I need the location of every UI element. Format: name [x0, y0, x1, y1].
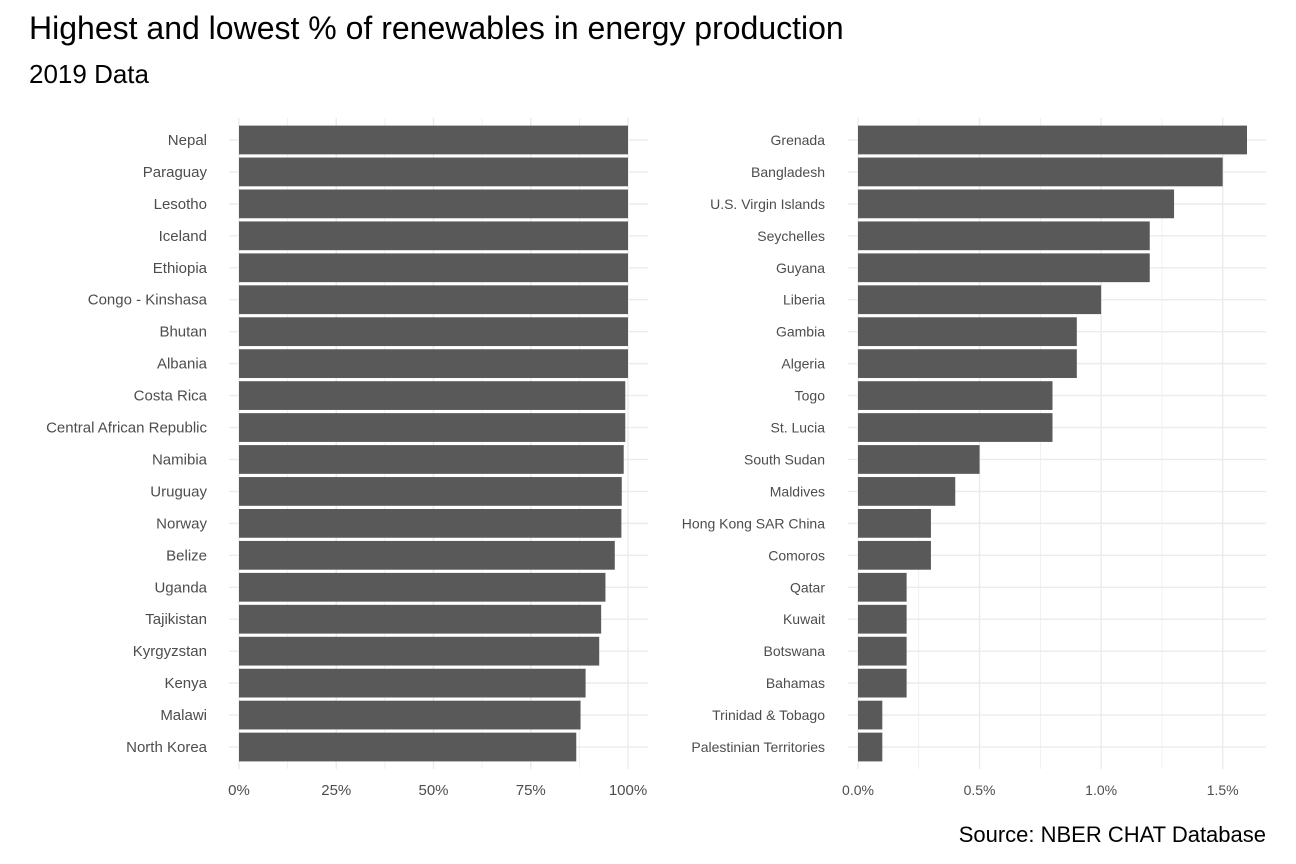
bar-high-3	[239, 189, 628, 219]
x-tick-label: 1.0%	[1085, 782, 1117, 798]
category-label: Kyrgyzstan	[133, 643, 207, 660]
bar-high-10	[239, 413, 626, 442]
bar-high-19	[239, 700, 581, 730]
bar-high-13	[239, 508, 622, 538]
category-label: Hong Kong SAR China	[682, 515, 825, 531]
category-label: Iceland	[159, 228, 207, 245]
category-label: Namibia	[152, 451, 208, 468]
bar-low-3	[858, 189, 1175, 219]
bar-high-1	[239, 125, 628, 155]
x-tick-label: 1.5%	[1207, 782, 1239, 798]
bar-high-14	[239, 540, 615, 570]
x-tick-label: 50%	[418, 782, 448, 799]
bar-high-16	[239, 604, 602, 634]
bar-low-13	[858, 508, 931, 538]
category-label: Central African Republic	[46, 420, 207, 437]
category-label: Costa Rica	[134, 388, 208, 405]
bar-high-20	[239, 732, 577, 762]
category-label: Lesotho	[154, 196, 207, 213]
bar-high-8	[239, 349, 628, 379]
highest-renewables-panel: Nepal Paraguay Lesotho Iceland Ethiopia Congo…	[46, 118, 648, 799]
bar-low-12	[858, 477, 956, 506]
category-label: Botswana	[764, 643, 826, 659]
bar-low-17	[858, 636, 907, 666]
category-label: Belize	[166, 547, 207, 564]
bar-low-16	[858, 604, 907, 634]
bar-low-6	[858, 285, 1102, 315]
bar-high-12	[239, 477, 622, 506]
bar-low-15	[858, 572, 907, 602]
category-label: Bangladesh	[751, 164, 825, 180]
bar-low-2	[858, 157, 1223, 187]
chart-caption: Source: NBER CHAT Database	[958, 822, 1266, 847]
category-label: Palestinian Territories	[691, 739, 825, 755]
bar-low-9	[858, 381, 1053, 410]
category-label: South Sudan	[744, 451, 825, 467]
category-label: Maldives	[770, 483, 825, 499]
category-label: Qatar	[790, 579, 825, 595]
category-label: Kuwait	[783, 611, 825, 627]
x-tick-label: 0.0%	[842, 782, 874, 798]
bar-low-8	[858, 349, 1077, 379]
category-label: Norway	[156, 515, 207, 532]
x-tick-label: 0%	[228, 782, 250, 799]
bar-low-11	[858, 445, 980, 474]
bar-high-6	[239, 285, 628, 315]
chart-title: Highest and lowest % of renewables in en…	[29, 10, 844, 46]
bar-high-5	[239, 253, 628, 283]
x-tick-label: 0.5%	[964, 782, 996, 798]
bar-high-15	[239, 572, 606, 602]
bar-low-20	[858, 732, 883, 762]
category-label: Gambia	[776, 324, 825, 340]
bar-high-9	[239, 381, 626, 410]
category-label: Tajikistan	[145, 611, 207, 628]
bar-low-1	[858, 125, 1247, 155]
category-label: Seychelles	[757, 228, 825, 244]
category-label: Comoros	[768, 547, 825, 563]
category-label: Liberia	[783, 292, 825, 308]
bar-low-14	[858, 540, 931, 570]
x-tick-label: 25%	[321, 782, 351, 799]
category-label: Grenada	[771, 132, 826, 148]
bar-high-17	[239, 636, 600, 666]
category-label: Malawi	[160, 707, 207, 724]
category-label: North Korea	[126, 739, 208, 756]
bar-low-5	[858, 253, 1150, 283]
category-label: Guyana	[776, 260, 825, 276]
chart-subtitle: 2019 Data	[29, 59, 149, 89]
bar-high-11	[239, 445, 624, 474]
bar-low-19	[858, 700, 883, 730]
category-label: Uruguay	[150, 483, 207, 500]
category-label: Nepal	[168, 132, 207, 149]
bar-low-7	[858, 317, 1077, 347]
category-label: Trinidad & Tobago	[712, 707, 825, 723]
bar-high-2	[239, 157, 628, 187]
category-label: Paraguay	[143, 164, 208, 181]
category-label: Congo - Kinshasa	[88, 292, 208, 309]
bar-high-7	[239, 317, 628, 347]
bar-low-4	[858, 221, 1150, 251]
category-label: St. Lucia	[771, 420, 826, 436]
bar-low-18	[858, 668, 907, 698]
bar-high-18	[239, 668, 586, 698]
category-label: Bhutan	[159, 324, 207, 341]
x-tick-label: 75%	[516, 782, 546, 799]
category-label: Ethiopia	[153, 260, 208, 277]
category-label: Bahamas	[766, 675, 825, 691]
lowest-renewables-panel: Grenada Bangladesh U.S. Virgin Islands Seyc…	[682, 118, 1266, 798]
category-label: Togo	[795, 388, 826, 404]
category-label: U.S. Virgin Islands	[710, 196, 825, 212]
category-label: Uganda	[154, 579, 207, 596]
category-label: Albania	[157, 356, 208, 373]
category-label: Kenya	[164, 675, 207, 692]
x-tick-label: 100%	[609, 782, 647, 799]
category-label: Algeria	[781, 356, 825, 372]
bar-low-10	[858, 413, 1053, 442]
bar-high-4	[239, 221, 628, 251]
